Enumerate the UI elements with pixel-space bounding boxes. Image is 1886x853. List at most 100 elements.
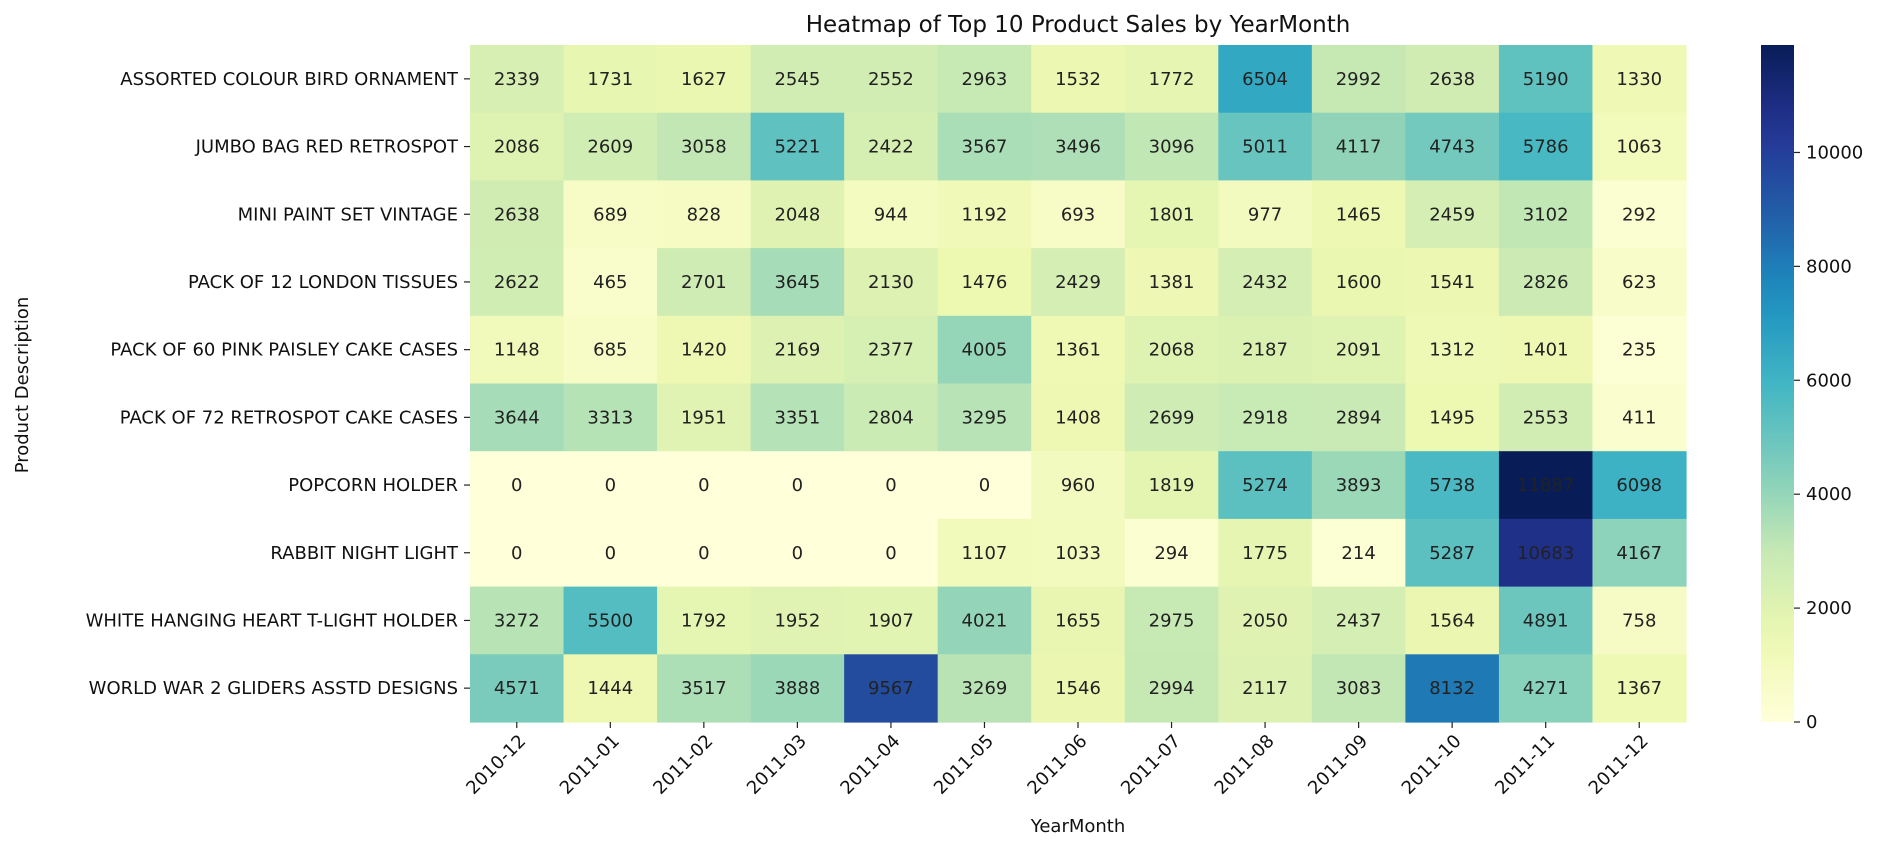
heatmap-cell: [1218, 248, 1313, 317]
heatmap-cell: [1311, 451, 1406, 520]
cell-value-label: 2437: [1336, 610, 1382, 631]
heatmap-cell: [470, 112, 565, 181]
heatmap-cell: [1592, 112, 1687, 181]
cell-value-label: 1420: [681, 340, 727, 361]
cell-value-label: 1367: [1616, 678, 1662, 699]
cell-value-label: 2545: [774, 69, 820, 90]
cell-value-label: 3295: [962, 407, 1008, 428]
cell-value-label: 0: [698, 475, 709, 496]
cell-value-label: 5190: [1523, 69, 1569, 90]
heatmap-cell: [1592, 248, 1687, 317]
heatmap-cell: [1405, 112, 1500, 181]
cell-value-label: 1546: [1055, 678, 1101, 699]
y-tick-label: PACK OF 60 PINK PAISLEY CAKE CASES: [110, 340, 458, 361]
heatmap-cell: [750, 654, 845, 723]
cell-value-label: 2638: [1429, 69, 1475, 90]
cell-value-label: 6504: [1242, 69, 1288, 90]
cell-value-label: 1408: [1055, 407, 1101, 428]
cell-value-label: 2553: [1523, 407, 1569, 428]
heatmap-cell: [750, 180, 845, 249]
cell-value-label: 1107: [962, 543, 1008, 564]
cell-value-label: 9567: [868, 678, 914, 699]
x-tick-labels: 2010-12 2011-01 2011-02 2011-03 2011-04 2011-…: [462, 722, 1653, 799]
heatmap-cell: [844, 518, 939, 588]
cell-value-label: 2187: [1242, 340, 1288, 361]
heatmap-cell: [844, 180, 939, 249]
cell-value-label: 411: [1622, 407, 1656, 428]
cell-value-label: 10683: [1517, 543, 1574, 564]
heatmap-cell: [563, 586, 658, 655]
cell-value-label: 2048: [774, 204, 820, 225]
x-tick-label: 2011-02: [649, 731, 717, 799]
heatmap-cell: [750, 383, 845, 452]
heatmap-cell: [937, 315, 1032, 385]
cell-value-label: 693: [1061, 204, 1095, 225]
heatmap-cell: [657, 248, 752, 317]
cell-value-label: 2804: [868, 407, 914, 428]
cell-value-label: 4021: [962, 610, 1008, 631]
cell-value-label: 0: [698, 543, 709, 564]
cell-value-label: 235: [1622, 340, 1656, 361]
heatmap-cell: [1311, 654, 1406, 723]
cell-value-label: 2609: [587, 137, 633, 158]
cell-value-label: 1063: [1616, 137, 1662, 158]
heatmap-cell: [657, 451, 752, 520]
heatmap-cell: [657, 654, 752, 723]
cell-value-label: 3644: [494, 407, 540, 428]
heatmap-cell: [1405, 315, 1500, 385]
heatmap-cell: [1405, 248, 1500, 317]
cell-value-label: 2429: [1055, 272, 1101, 293]
y-tick-label: ASSORTED COLOUR BIRD ORNAMENT: [120, 69, 459, 90]
cell-value-label: 0: [885, 475, 896, 496]
cell-value-label: 2975: [1149, 610, 1195, 631]
cell-value-label: 2699: [1149, 407, 1195, 428]
colorbar-ticks: 0 2000 4000 6000 8000 10000: [1794, 142, 1863, 733]
x-tick-label: 2011-10: [1398, 731, 1466, 799]
x-tick-label: 2011-01: [556, 731, 624, 799]
heatmap-cell: [1592, 654, 1687, 723]
cell-value-label: 1361: [1055, 340, 1101, 361]
cell-value-label: 294: [1154, 543, 1188, 564]
cell-value-label: 1772: [1149, 69, 1195, 90]
cell-value-label: 685: [593, 340, 627, 361]
heatmap-cell: [1218, 451, 1313, 520]
heatmap-cell: [1218, 586, 1313, 655]
heatmap-cell: [1031, 518, 1126, 588]
heatmap-cell: [657, 315, 752, 385]
x-axis-label: YearMonth: [1030, 816, 1126, 837]
cell-value-label: 2552: [868, 69, 914, 90]
heatmap-cell: [1498, 112, 1594, 181]
cell-value-label: 1465: [1336, 204, 1382, 225]
x-tick-label: 2011-12: [1585, 731, 1653, 799]
heatmap-cell: [1405, 654, 1500, 723]
y-tick-label: PACK OF 72 RETROSPOT CAKE CASES: [120, 407, 458, 428]
cell-value-label: 2117: [1242, 678, 1288, 699]
heatmap-cell: [1031, 45, 1126, 114]
heatmap-cell: [1498, 654, 1594, 723]
y-axis-label: Product Description: [12, 297, 33, 474]
heatmap-cell: [1592, 383, 1687, 452]
cell-value-label: 3096: [1149, 137, 1195, 158]
y-tick-label: RABBIT NIGHT LIGHT: [270, 543, 459, 564]
cell-value-label: 5738: [1429, 475, 1475, 496]
cell-value-label: 2086: [494, 137, 540, 158]
colorbar-tick-label: 0: [1806, 712, 1817, 733]
cell-value-label: 2422: [868, 137, 914, 158]
cell-value-label: 8132: [1429, 678, 1475, 699]
heatmap-cell: [1218, 112, 1313, 181]
chart-title: Heatmap of Top 10 Product Sales by YearM…: [806, 12, 1351, 38]
cell-value-label: 3102: [1523, 204, 1569, 225]
heatmap-cell: [563, 248, 658, 317]
cell-value-label: 1312: [1429, 340, 1475, 361]
y-tick-label: JUMBO BAG RED RETROSPOT: [195, 137, 459, 158]
heatmap-cell: [750, 518, 845, 588]
heatmap-cell: [1031, 654, 1126, 723]
cell-value-label: 944: [874, 204, 908, 225]
cell-value-label: 1801: [1149, 204, 1195, 225]
cell-value-label: 0: [511, 543, 522, 564]
x-tick-label: 2010-12: [462, 731, 530, 799]
heatmap-cell: [1124, 180, 1219, 249]
cell-value-label: 0: [511, 475, 522, 496]
cell-value-label: 5786: [1523, 137, 1569, 158]
